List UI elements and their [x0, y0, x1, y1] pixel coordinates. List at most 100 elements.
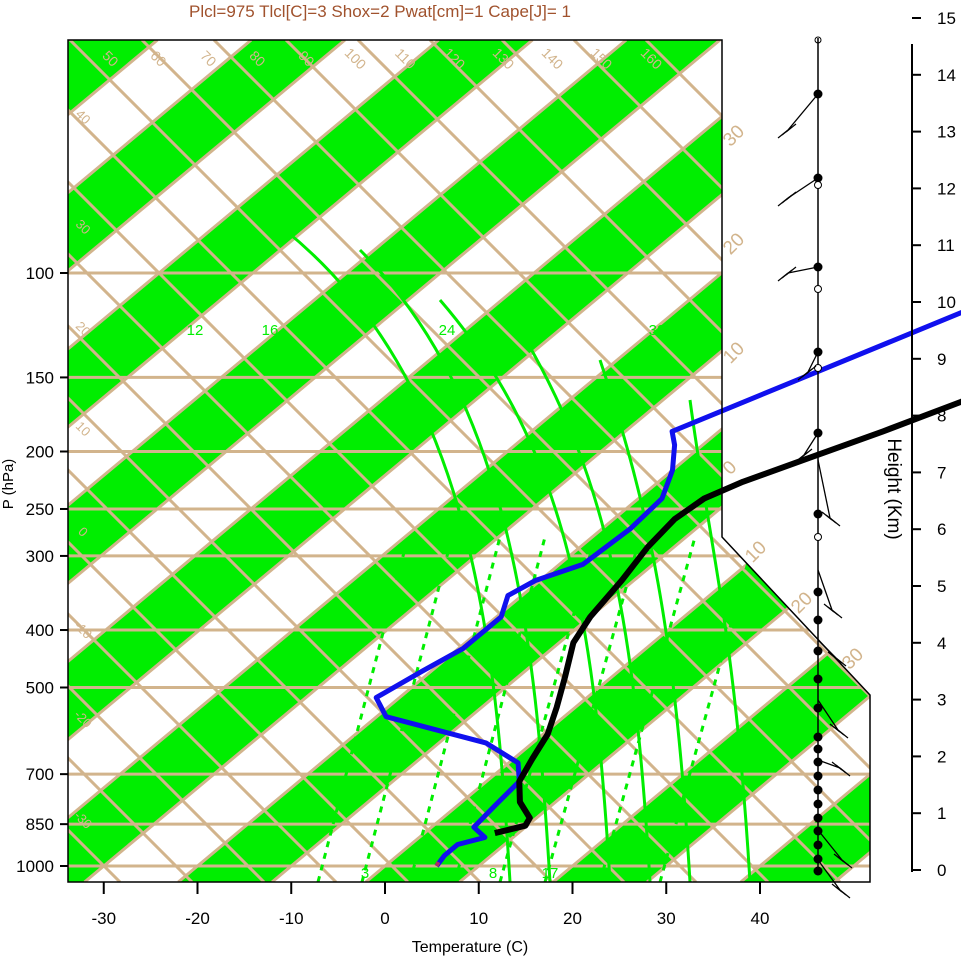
mixing-ratio-label: 24 — [439, 322, 456, 339]
moist-adiabat — [598, 359, 692, 882]
height-tick-label: 11 — [937, 236, 955, 255]
parcel-line — [434, 861, 441, 867]
level-marker — [814, 36, 822, 44]
level-marker — [813, 646, 823, 656]
mixing-ratio-label: 16 — [262, 322, 279, 339]
theta-label: 10 — [719, 338, 749, 368]
height-tick-label: 10 — [937, 293, 956, 312]
height-tick-label: 9 — [937, 350, 946, 369]
height-tick-label: 12 — [937, 179, 956, 198]
wind-barb — [817, 569, 833, 611]
level-marker — [814, 364, 822, 372]
wind-barb-feather — [829, 723, 841, 733]
isotherm — [364, 40, 870, 882]
isotherm — [68, 40, 628, 882]
dry-adiabat — [68, 40, 410, 882]
temperature-tick-label: 30 — [657, 909, 676, 928]
moist-adiabat-lines — [284, 228, 752, 882]
theta-label: 20 — [719, 229, 749, 259]
theta-label: 30 — [719, 121, 749, 151]
level-marker — [814, 181, 822, 189]
green-band — [68, 40, 533, 882]
wind-barb — [817, 699, 839, 731]
isotherm — [68, 40, 253, 882]
pressure-tick-label: 200 — [26, 443, 54, 462]
dry-adiabat — [68, 40, 266, 882]
temperature-tick-label: -30 — [91, 909, 116, 928]
dry-adiabat — [140, 40, 870, 882]
x-axis-label: Temperature (C) — [412, 939, 528, 956]
band-label: 70 — [197, 47, 219, 69]
level-marker — [813, 615, 823, 625]
mixing-ratio-label: 12 — [187, 322, 204, 339]
pressure-tick-label: 700 — [26, 765, 54, 784]
dry-adiabat — [68, 40, 698, 882]
temperature-tick-label: 10 — [469, 909, 488, 928]
mixing-ratio-label: 3 — [361, 865, 369, 882]
height-tick-label: 4 — [937, 634, 946, 653]
moist-adiabat — [358, 248, 552, 882]
wind-barb-feather — [833, 853, 845, 863]
isotherm — [68, 40, 534, 882]
temperature-tick-label: -10 — [279, 909, 304, 928]
pressure-tick-label: 850 — [26, 815, 54, 834]
dry-adiabat — [68, 40, 482, 882]
plot-background: 50 60 70 80 90 100 110 120 130 140 150 160403020100… — [68, 40, 870, 882]
level-marker — [813, 509, 823, 519]
level-marker — [813, 785, 823, 795]
dry-adiabat — [212, 40, 870, 882]
height-tick-label: 8 — [937, 407, 946, 426]
wind-barb-feather — [801, 448, 813, 458]
temperature-axis: -30 -20 -10 0 10 20 30 40 — [91, 882, 769, 928]
sounding-profiles — [373, 310, 961, 868]
level-marker — [813, 757, 823, 767]
dry-adiabat — [500, 40, 870, 882]
green-band — [68, 40, 870, 882]
green-band — [68, 40, 720, 882]
isotherm — [83, 40, 870, 882]
pressure-tick-label: 300 — [26, 547, 54, 566]
wind-barb-feather — [785, 123, 797, 133]
dry-adiabat — [68, 40, 338, 882]
level-marker — [814, 533, 822, 541]
wind-barb-feather — [785, 191, 797, 201]
level-marker — [813, 587, 823, 597]
isotherm — [552, 40, 870, 882]
height-tick-label: 0 — [937, 861, 946, 880]
temperature-tick-label: 20 — [563, 909, 582, 928]
level-marker — [813, 674, 823, 684]
height-axis-label: Height (Km) — [883, 438, 904, 539]
pressure-axis: 100 150 200 250 300 400 500 700 850 1000 — [16, 264, 68, 876]
wind-barb-feather — [823, 603, 835, 613]
pressure-tick-label: 150 — [26, 368, 54, 387]
pressure-tick-label: 100 — [26, 264, 54, 283]
isotherm — [68, 40, 815, 882]
wind-barb — [817, 829, 843, 861]
chart-title: Plcl=975 Tlcl[C]=3 Shox=2 Pwat[cm]=1 Cap… — [189, 2, 571, 21]
height-tick-label: 5 — [937, 577, 946, 596]
green-band — [553, 40, 870, 882]
moist-adiabat — [518, 329, 652, 882]
plot-frame — [67, 39, 871, 883]
level-marker — [813, 771, 823, 781]
band-label: 140 — [539, 45, 567, 73]
wind-barb — [787, 266, 819, 274]
level-marker — [813, 854, 823, 864]
wind-barb — [817, 639, 837, 659]
isotherm — [177, 40, 870, 882]
level-marker — [813, 840, 823, 850]
wind-barb — [817, 859, 841, 891]
moist-adiabat — [284, 228, 512, 882]
wind-barb-feather — [831, 761, 843, 771]
level-marker — [813, 744, 823, 754]
pressure-tick-label: 250 — [26, 500, 54, 519]
wind-barb-feather — [831, 883, 843, 893]
isotherm — [68, 40, 440, 882]
green-band — [68, 40, 345, 882]
height-tick-label: 6 — [937, 520, 946, 539]
dry-adiabat-lines — [68, 40, 870, 882]
wind-barb — [817, 759, 841, 769]
height-tick-label: 13 — [937, 123, 956, 142]
pressure-tick-label: 500 — [26, 678, 54, 697]
mixing-ratio-label: 8 — [489, 865, 497, 882]
